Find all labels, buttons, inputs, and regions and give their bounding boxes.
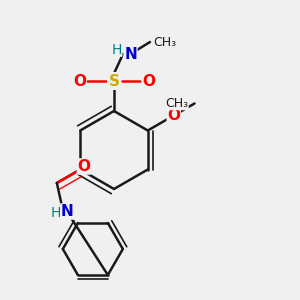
Text: N: N xyxy=(61,204,74,219)
Text: CH₃: CH₃ xyxy=(153,35,176,49)
Text: S: S xyxy=(109,74,119,88)
Text: H: H xyxy=(50,206,61,220)
Text: O: O xyxy=(167,108,180,123)
Text: O: O xyxy=(77,159,90,174)
Text: O: O xyxy=(73,74,86,88)
Text: CH₃: CH₃ xyxy=(165,97,188,110)
Text: H: H xyxy=(112,43,122,56)
Text: O: O xyxy=(142,74,155,88)
Text: N: N xyxy=(124,46,137,62)
